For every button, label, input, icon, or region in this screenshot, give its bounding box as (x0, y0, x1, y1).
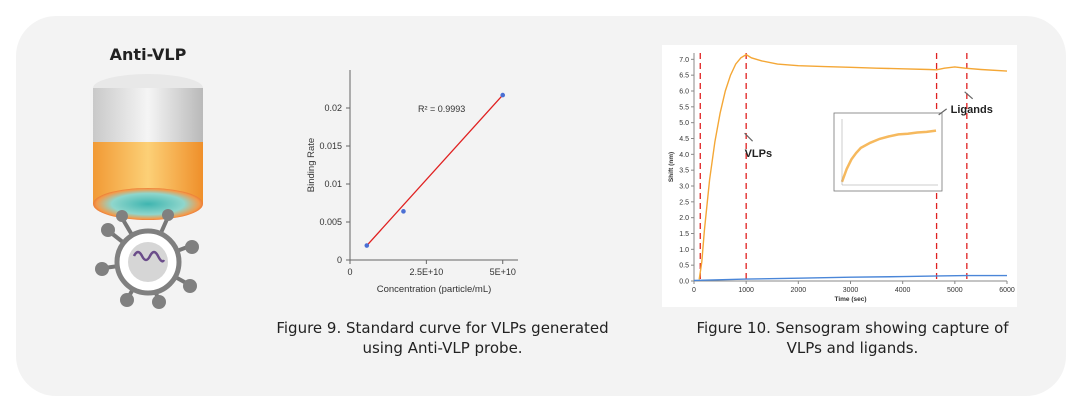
y-axis-title: Binding Rate (306, 138, 317, 192)
data-point (401, 209, 406, 214)
y-tick-label: 6.5 (679, 73, 689, 80)
series-line (693, 274, 1007, 282)
standard-curve-chart: 0 0.005 0.01 0.015 0.02 0 2.5E+10 5E+10 R² = 0.9… (306, 70, 518, 295)
inset-frame (833, 112, 943, 192)
ligands-arrow-top (964, 91, 974, 100)
vlps-arrow (744, 132, 754, 142)
figure9-caption-line2: using Anti-VLP probe. (362, 339, 523, 357)
figure9-caption: Figure 9. Standard curve for VLPs genera… (250, 318, 635, 358)
figure9-caption-line1: Figure 9. Standard curve for VLPs genera… (276, 319, 609, 337)
y-tick-label: 0.005 (319, 217, 342, 227)
y-tick-label: 0.02 (324, 103, 342, 113)
figure10-caption: Figure 10. Sensogram showing capture of … (670, 318, 1035, 358)
x-tick-label: 3000 (843, 287, 859, 294)
data-point (364, 243, 370, 248)
probe-upper-body (93, 88, 203, 146)
series-line (698, 53, 1008, 280)
x-tick-label: 4000 (895, 287, 911, 294)
x-tick-label: 5000 (947, 287, 963, 294)
x-tick-label: 2.5E+10 (409, 267, 443, 277)
y-tick-label: 0.015 (319, 141, 342, 151)
probe-illustration (93, 74, 203, 309)
y-tick-label: 3.0 (679, 184, 689, 191)
vlp-spikes (95, 209, 199, 309)
y-tick-label: 7.0 (679, 57, 689, 64)
y-tick-label: 1.0 (679, 247, 689, 254)
y-tick-label: 6.0 (679, 89, 689, 96)
y-axis-title: Shift (nm) (668, 152, 675, 182)
sensogram-chart: 0.0 0.5 1.0 1.5 2.0 2.5 3.0 3.5 4.0 4.5 5.0 5.5 6.0 6… (662, 45, 1017, 307)
y-tick-label: 5.5 (679, 104, 689, 111)
figure10-caption-line2: VLPs and ligands. (786, 339, 919, 357)
y-tick-label: 4.5 (679, 136, 689, 143)
vlp-genome (132, 250, 166, 263)
y-tick-label: 1.5 (679, 231, 689, 238)
x-tick-label: 0 (347, 267, 352, 277)
probe-title: Anti-VLP (109, 45, 187, 64)
fit-line (366, 94, 504, 246)
ligands-annotation: Ligands (951, 104, 993, 116)
x-tick-label: 5E+10 (490, 267, 516, 277)
x-tick-label: 1000 (738, 287, 754, 294)
y-tick-label: 2.5 (679, 199, 689, 206)
y-tick-label: 0.0 (679, 279, 689, 286)
ligands-arrow-left (938, 108, 948, 116)
vlps-annotation: VLPs (745, 148, 773, 160)
y-tick-label: 0.5 (679, 263, 689, 270)
y-tick-label: 4.0 (679, 152, 689, 159)
x-tick-label: 0 (692, 287, 696, 294)
probe-tip (93, 188, 203, 220)
y-tick-label: 2.0 (679, 215, 689, 222)
y-tick-label: 0.01 (324, 179, 342, 189)
inset-series-line (840, 129, 937, 183)
x-tick-label: 2000 (791, 287, 807, 294)
x-axis-title: Concentration (particle/mL) (377, 284, 492, 295)
data-point (500, 92, 506, 98)
y-tick-label: 3.5 (679, 168, 689, 175)
x-axis-title: Time (sec) (834, 296, 866, 303)
x-tick-label: 6000 (999, 287, 1015, 294)
y-tick-label: 5.0 (679, 120, 689, 127)
y-tick-label: 0 (337, 255, 342, 265)
r-squared-annotation: R² = 0.9993 (418, 104, 465, 114)
figure10-caption-line1: Figure 10. Sensogram showing capture of (696, 319, 1009, 337)
